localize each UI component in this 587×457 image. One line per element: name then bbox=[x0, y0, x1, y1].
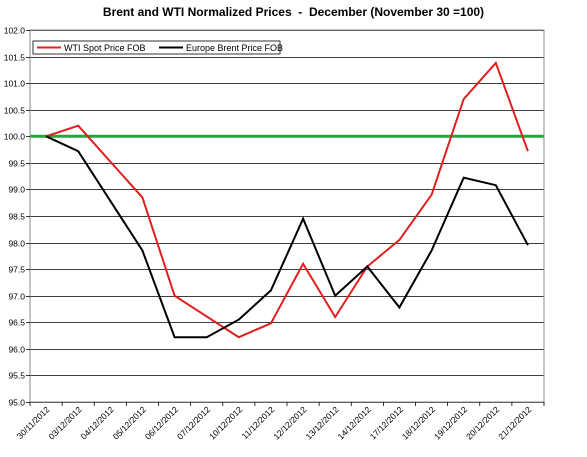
y-tick-label-2: 96.0 bbox=[8, 345, 25, 355]
x-tick-label-8: 12/12/2012 bbox=[271, 404, 308, 441]
y-tick-label-0: 95.0 bbox=[8, 398, 25, 408]
x-tick-label-9: 13/12/2012 bbox=[303, 404, 340, 441]
y-tick-label-14: 102.0 bbox=[4, 26, 26, 36]
series-line-brent bbox=[45, 135, 529, 339]
x-tick-label-7: 11/12/2012 bbox=[240, 404, 277, 441]
legend: WTI Spot Price FOB Europe Brent Price FOB bbox=[32, 40, 283, 55]
plot-area bbox=[29, 29, 545, 403]
axes: 95.0 95.5 96.0 96.5 97.0 97.5 98.0 98.5 99.0 99.5… bbox=[4, 26, 545, 441]
y-tick-label-12: 101.0 bbox=[4, 79, 26, 89]
x-tick-label-11: 17/12/2012 bbox=[368, 404, 405, 441]
legend-box bbox=[32, 40, 281, 55]
x-tick-label-6: 10/12/2012 bbox=[207, 404, 244, 441]
legend-label-wti: WTI Spot Price FOB bbox=[64, 43, 146, 53]
y-tick-label-5: 97.5 bbox=[8, 265, 25, 275]
x-tick-label-12: 18/12/2012 bbox=[400, 404, 437, 441]
x-tick-label-14: 20/12/2012 bbox=[464, 404, 501, 441]
y-tick-label-11: 100.5 bbox=[4, 106, 26, 116]
y-tick-label-3: 96.5 bbox=[8, 318, 25, 328]
y-tick-label-9: 99.5 bbox=[8, 159, 25, 169]
y-tick-label-4: 97.0 bbox=[8, 292, 25, 302]
gridlines bbox=[30, 30, 544, 403]
x-tick-label-10: 14/12/2012 bbox=[336, 404, 373, 441]
x-tick-label-1: 03/12/2012 bbox=[46, 404, 83, 441]
chart-title: Brent and WTI Normalized Prices - Decemb… bbox=[102, 5, 485, 19]
y-tick-label-13: 101.5 bbox=[4, 53, 26, 63]
series-layer bbox=[45, 60, 529, 339]
x-tick-label-2: 04/12/2012 bbox=[79, 404, 116, 441]
x-tick-label-3: 05/12/2012 bbox=[111, 404, 148, 441]
y-tick-label-6: 98.0 bbox=[8, 239, 25, 249]
y-tick-label-1: 95.5 bbox=[8, 371, 25, 381]
x-tick-label-15: 21/12/2012 bbox=[496, 404, 533, 441]
x-tick-label-13: 19/12/2012 bbox=[432, 404, 469, 441]
series-line-wti bbox=[45, 60, 529, 339]
y-tick-label-7: 98.5 bbox=[8, 212, 25, 222]
x-tick-label-5: 07/12/2012 bbox=[175, 404, 212, 441]
x-tick-label-0: 30/11/2012 bbox=[15, 404, 52, 441]
y-tick-label-10: 100.0 bbox=[4, 132, 26, 142]
x-tick-label-4: 06/12/2012 bbox=[143, 404, 180, 441]
y-tick-label-8: 99.0 bbox=[8, 185, 25, 195]
legend-label-brent: Europe Brent Price FOB bbox=[186, 43, 283, 53]
